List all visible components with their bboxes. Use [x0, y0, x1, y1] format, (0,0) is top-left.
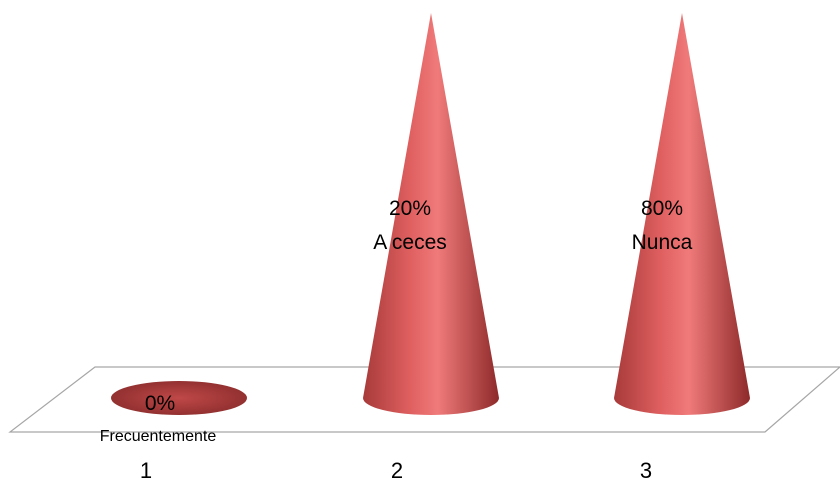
- data-label-category-2: A ceces: [373, 231, 447, 254]
- x-tick-label-1: 1: [140, 458, 152, 483]
- data-label-category-3: Nunca: [632, 231, 693, 254]
- data-label-value-1: 0%: [145, 392, 175, 415]
- data-label-category-1: Frecuentemente: [100, 428, 217, 445]
- x-tick-label-2: 2: [391, 458, 403, 483]
- data-label-value-3: 80%: [641, 197, 683, 220]
- x-tick-label-3: 3: [640, 458, 652, 483]
- cone-bar-3: [614, 13, 750, 415]
- cone-base-1: [111, 381, 247, 415]
- chart-marks: [111, 13, 750, 415]
- cone-bar-2: [363, 13, 499, 415]
- data-label-value-2: 20%: [389, 197, 431, 220]
